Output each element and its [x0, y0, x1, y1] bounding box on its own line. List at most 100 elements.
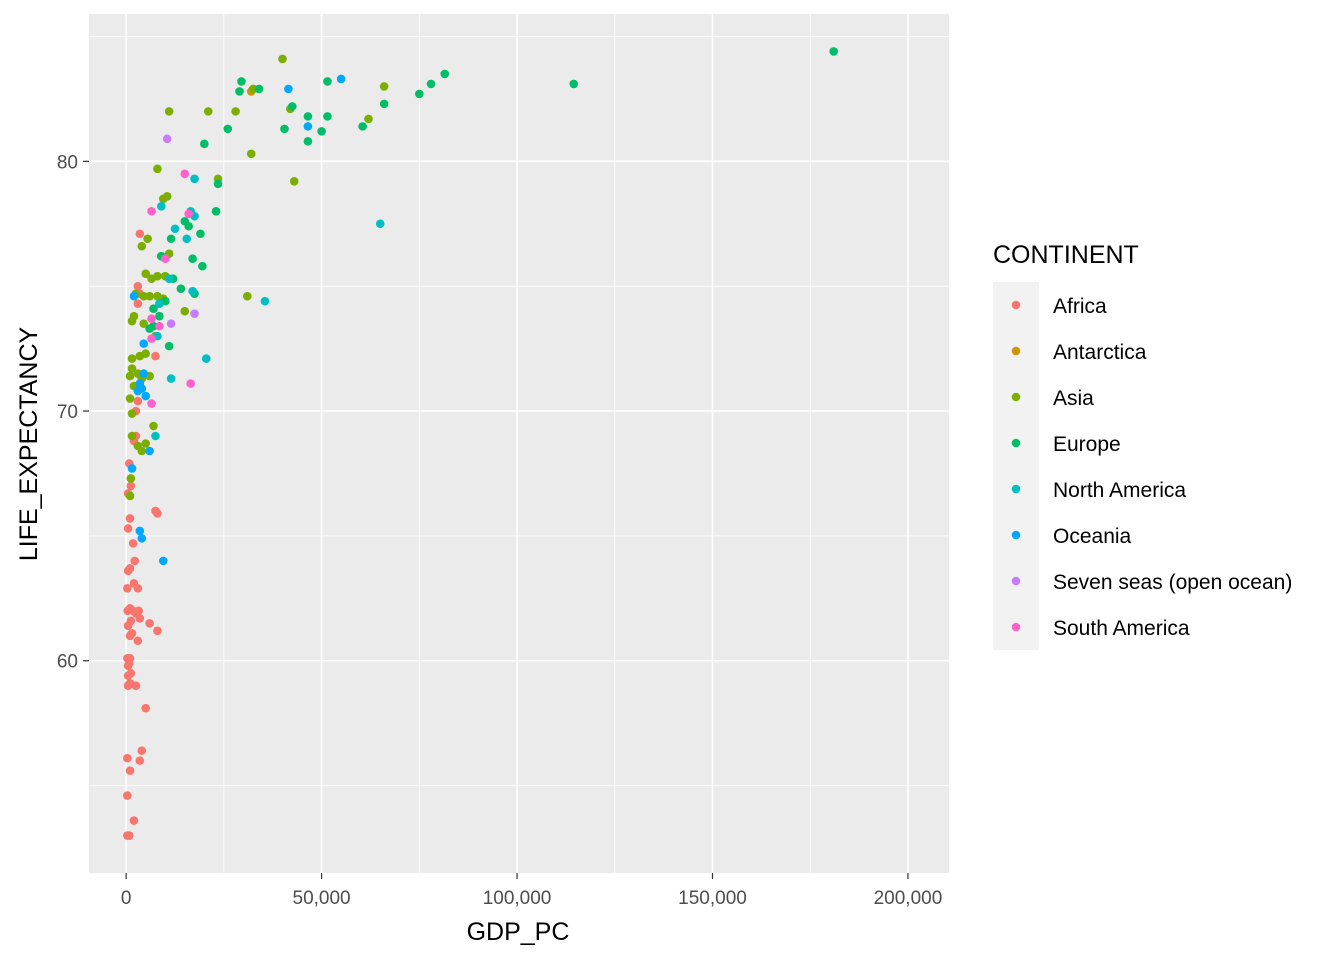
legend-key [1011, 346, 1021, 356]
point-oceania [158, 556, 168, 566]
legend-label: Seven seas (open ocean) [1053, 571, 1292, 594]
point-europe [254, 84, 264, 94]
point-asia [143, 234, 152, 244]
point-north-america [375, 219, 385, 229]
point-africa [125, 653, 135, 663]
point-oceania [137, 534, 147, 543]
point-south-america [160, 254, 170, 264]
point-africa [124, 831, 134, 840]
legend-key [1011, 530, 1021, 540]
point-oceania [127, 464, 137, 473]
point-north-america [164, 274, 174, 283]
y-tick-label: 70 [57, 402, 78, 423]
legend-key [1011, 438, 1021, 448]
point-europe [235, 87, 244, 96]
data-points [123, 47, 838, 840]
point-north-america [201, 354, 211, 363]
point-europe [166, 234, 176, 244]
x-axis-title: GDP_PC [467, 918, 570, 946]
point-africa [135, 613, 145, 623]
y-tick-label: 60 [57, 652, 78, 673]
point-europe [323, 112, 332, 121]
point-asia [289, 177, 299, 186]
point-europe [223, 124, 233, 134]
point-south-america [155, 321, 164, 331]
point-asia [127, 431, 137, 441]
legend-title: CONTINENT [993, 241, 1139, 269]
point-asia [379, 82, 389, 91]
point-europe [323, 77, 332, 86]
point-africa [129, 816, 139, 825]
point-europe [379, 99, 389, 109]
point-europe [287, 102, 297, 111]
point-africa [127, 628, 137, 638]
point-asia [141, 439, 150, 448]
point-north-america [157, 201, 166, 211]
minor-gridlines [89, 14, 949, 873]
point-africa [123, 584, 132, 593]
point-europe [358, 122, 367, 131]
y-tick-label: 80 [57, 152, 78, 173]
point-seven-seas-open-ocean [190, 309, 199, 318]
y-axis-title: LIFE_EXPECTANCY [15, 327, 43, 562]
point-africa [125, 766, 135, 775]
point-europe [184, 221, 193, 231]
point-asia [243, 291, 252, 301]
point-asia [139, 319, 149, 328]
point-europe [176, 284, 186, 293]
point-north-america [260, 296, 270, 306]
point-seven-seas-open-ocean [166, 319, 176, 328]
point-europe [303, 137, 313, 146]
point-africa [126, 616, 136, 626]
point-africa [126, 481, 136, 491]
point-africa [126, 668, 136, 678]
x-tick-label: 100,000 [483, 888, 552, 909]
point-africa [133, 396, 143, 406]
point-asia [153, 164, 162, 174]
point-europe [213, 179, 223, 189]
point-asia [137, 446, 147, 456]
point-africa [131, 681, 141, 691]
point-africa [137, 746, 147, 755]
point-oceania [145, 446, 154, 456]
point-south-america [180, 169, 190, 179]
point-asia [127, 409, 137, 418]
point-europe [155, 311, 164, 321]
legend-key [1011, 484, 1021, 494]
point-asia [153, 271, 162, 281]
point-africa [153, 626, 162, 636]
point-asia [145, 291, 154, 301]
point-asia [129, 311, 139, 321]
legend-label: Africa [1053, 295, 1107, 318]
point-africa [125, 514, 135, 523]
point-oceania [336, 74, 346, 84]
point-oceania [135, 526, 145, 536]
x-axis: 0 50,000 100,000 150,000 200,000 [121, 873, 942, 909]
point-europe [237, 77, 246, 86]
point-oceania [129, 291, 139, 301]
y-axis: 60 70 80 [57, 152, 89, 673]
point-africa [125, 564, 135, 573]
point-africa [128, 539, 138, 548]
point-europe [198, 261, 207, 271]
point-asia [125, 491, 135, 501]
point-north-america [182, 234, 192, 244]
point-oceania [137, 384, 147, 393]
point-asia [162, 191, 172, 201]
point-asia [141, 269, 150, 278]
legend-label: North America [1053, 479, 1186, 502]
point-asia [127, 354, 137, 363]
point-south-america [147, 334, 156, 343]
point-europe [211, 206, 221, 216]
point-europe [280, 124, 289, 134]
legend-label: Europe [1053, 433, 1121, 456]
point-south-america [186, 379, 195, 388]
point-europe [440, 69, 450, 79]
point-africa [123, 753, 132, 763]
point-europe [317, 127, 326, 136]
point-north-america [155, 299, 164, 308]
point-africa [153, 509, 162, 518]
point-asia [137, 241, 147, 251]
point-asia [180, 306, 190, 316]
